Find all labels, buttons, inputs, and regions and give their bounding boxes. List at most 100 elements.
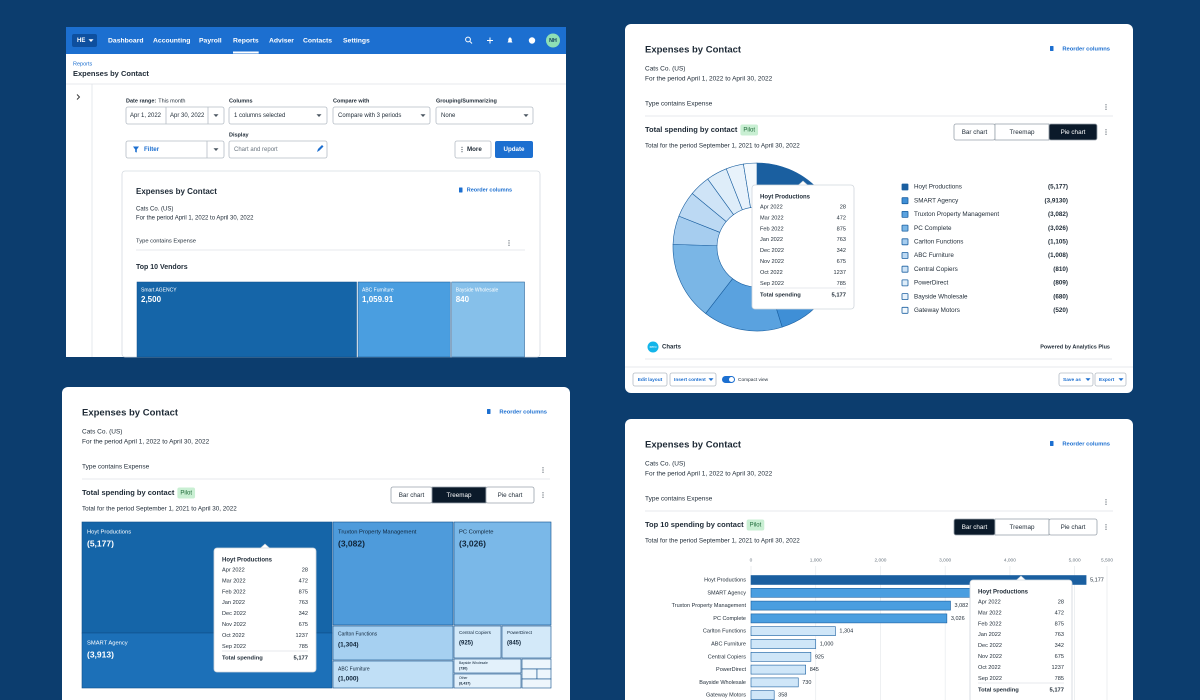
- notifications-icon[interactable]: [507, 37, 513, 43]
- treemap-cell: [453, 521, 552, 626]
- nav-item[interactable]: Payroll: [199, 37, 222, 44]
- caret: [1085, 378, 1091, 381]
- search-icon-handle: [469, 41, 473, 44]
- input-value: Compare with 3 periods: [338, 113, 401, 119]
- treemap-cell: [453, 673, 522, 689]
- cell-value: (845): [507, 641, 521, 647]
- insert-content-button[interactable]: [669, 372, 717, 387]
- input-value: Apr 1, 2022: [130, 113, 162, 119]
- filter-text: Type contains Expense: [136, 239, 196, 245]
- legend-label: PowerDirect: [914, 280, 949, 287]
- kebab-dot: [508, 244, 510, 246]
- tooltip-row-label: Sep 2022: [760, 281, 784, 287]
- tab-label: Treemap: [1010, 129, 1035, 136]
- y-tick-label: Bayside Wholesale: [699, 680, 746, 686]
- cell-label: PowerDirect: [507, 630, 533, 635]
- avatar[interactable]: [546, 33, 560, 48]
- tooltip-row-label: Oct 2022: [222, 633, 245, 639]
- tooltip-row-label: Nov 2022: [222, 622, 246, 628]
- badge-label: Pilot: [743, 128, 755, 134]
- breadcrumb[interactable]: Reports: [73, 61, 93, 67]
- edit-layout-button[interactable]: [632, 372, 668, 387]
- tooltip-row-value: 675: [837, 259, 846, 265]
- nav-item[interactable]: Reports: [233, 37, 259, 44]
- brand-logo: [647, 341, 659, 353]
- export-button[interactable]: [1094, 372, 1127, 387]
- treemap-cell: [332, 521, 454, 626]
- reorder-icon: [459, 187, 463, 193]
- cell-label: Carlton Functions: [338, 631, 378, 637]
- y-tick-label: Carlton Functions: [703, 629, 746, 635]
- nav-item[interactable]: Accounting: [153, 37, 190, 44]
- chart-subtitle: Total for the period September 1, 2021 t…: [645, 143, 800, 150]
- tooltip-row-value: 785: [299, 644, 308, 650]
- save-as-button[interactable]: [1058, 372, 1094, 387]
- reorder-link[interactable]: Reorder columns: [467, 187, 512, 193]
- page-title: Expenses by Contact: [73, 69, 149, 78]
- update-button[interactable]: [495, 141, 533, 158]
- chart-title: Total spending by contact: [645, 125, 738, 134]
- treemap-cell: [332, 625, 454, 661]
- cell-value: 840: [456, 295, 470, 304]
- input-value: 1 columns selected: [234, 113, 285, 119]
- cell-value: (8,437): [459, 681, 471, 685]
- kebab-dot: [1105, 501, 1107, 503]
- tooltip-total: 5,177: [1049, 688, 1064, 694]
- chart-tab[interactable]: [1048, 123, 1098, 141]
- reorder-link[interactable]: Reorder columns: [1062, 47, 1110, 53]
- tooltip-row-value: 785: [1055, 676, 1064, 682]
- tooltip-row-label: Apr 2022: [978, 599, 1001, 605]
- treemap-cell: [501, 625, 552, 659]
- report-title: Expenses by Contact: [645, 440, 742, 451]
- reorder-icon: [487, 409, 491, 414]
- tooltip-row-label: Feb 2022: [978, 621, 1002, 627]
- org-switcher[interactable]: [72, 34, 97, 47]
- tooltip-total: 5,177: [831, 293, 846, 299]
- legend-swatch: [901, 265, 909, 273]
- input[interactable]: [125, 106, 225, 125]
- chart-tab[interactable]: [485, 486, 535, 504]
- y-tick-label: Central Copiers: [708, 654, 746, 660]
- kebab-dot: [1105, 499, 1107, 501]
- treemap-cell: [453, 658, 522, 674]
- tooltip-row-label: Jan 2022: [978, 632, 1001, 638]
- cell-value: (1,304): [338, 642, 359, 649]
- bar: [750, 575, 1087, 585]
- input[interactable]: [435, 106, 534, 125]
- input[interactable]: [228, 106, 328, 125]
- nav-item[interactable]: Settings: [343, 37, 370, 44]
- bar: [750, 613, 948, 624]
- kebab-dot: [461, 148, 463, 151]
- cell-label: Bayside Wholesale: [459, 661, 488, 665]
- legend-swatch: [901, 183, 909, 191]
- input-value: Apr 30, 2022: [170, 113, 205, 119]
- chart-tab[interactable]: [1048, 518, 1098, 536]
- search-icon[interactable]: [465, 36, 471, 43]
- help-icon[interactable]: [528, 37, 536, 44]
- sidebar-toggle[interactable]: [76, 94, 81, 100]
- input-value: None: [441, 113, 456, 119]
- reorder-link[interactable]: Reorder columns: [1062, 442, 1110, 448]
- legend-value: (3,082): [1048, 211, 1068, 218]
- input[interactable]: [228, 140, 328, 159]
- tab-label: Pie chart: [1061, 524, 1086, 531]
- nav-item[interactable]: Contacts: [303, 37, 332, 44]
- org-name: Cats Co. (US): [136, 207, 173, 213]
- reorder-link[interactable]: Reorder columns: [499, 410, 547, 416]
- filter-button[interactable]: [125, 140, 225, 159]
- cell-value: (5,177): [87, 538, 114, 548]
- input[interactable]: [332, 106, 431, 125]
- tooltip-row-label: Oct 2022: [760, 270, 783, 276]
- tooltip-row-label: Dec 2022: [760, 248, 784, 254]
- bar-value-label: 925: [815, 654, 824, 660]
- nav-item[interactable]: Adviser: [269, 37, 294, 44]
- field-label: Columns: [229, 98, 253, 104]
- kebab-dot: [542, 471, 544, 473]
- more-button[interactable]: [454, 140, 492, 159]
- y-tick-label: Gateway Motors: [706, 693, 746, 699]
- nav-item[interactable]: Dashboard: [108, 37, 144, 44]
- cell-label: PC Complete: [459, 530, 493, 536]
- tooltip-total-label: Total spending: [222, 656, 263, 662]
- caret: [213, 114, 219, 117]
